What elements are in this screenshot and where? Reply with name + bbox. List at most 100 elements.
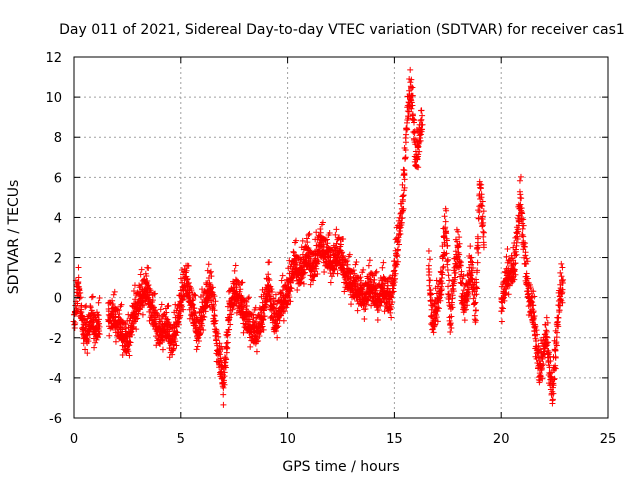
data-point-marker [311, 251, 318, 258]
data-point-marker [527, 284, 534, 291]
data-point-marker [557, 269, 564, 276]
data-point-marker [287, 288, 294, 295]
data-point-marker [157, 340, 164, 347]
data-point-marker [149, 303, 156, 310]
data-point-marker [498, 308, 505, 315]
axis-ticks [73, 56, 609, 419]
data-point-marker [530, 308, 537, 315]
data-point-marker [280, 317, 287, 324]
data-point-marker [415, 143, 422, 150]
data-point-marker [246, 294, 253, 301]
data-point-marker [443, 207, 450, 214]
data-point-marker [172, 338, 179, 345]
data-point-marker [282, 282, 289, 289]
data-point-marker [451, 280, 458, 287]
data-point-marker [186, 294, 193, 301]
data-point-marker [145, 264, 152, 271]
data-point-marker [454, 244, 461, 251]
data-point-marker [299, 274, 306, 281]
data-point-marker [236, 288, 243, 295]
data-point-marker [511, 266, 518, 273]
data-point-marker [95, 299, 102, 306]
data-point-marker [211, 307, 218, 314]
data-point-marker [238, 303, 245, 310]
data-point-marker [471, 300, 478, 307]
data-point-marker [479, 198, 486, 205]
data-point-marker [540, 361, 547, 368]
data-point-marker [559, 279, 566, 286]
data-point-marker [165, 302, 172, 309]
data-point-marker [132, 316, 139, 323]
data-point-marker [185, 279, 192, 286]
data-point-marker [415, 164, 422, 171]
data-point-marker [530, 288, 537, 295]
data-point-marker [238, 279, 245, 286]
data-point-marker [197, 330, 204, 337]
data-point-marker [360, 266, 367, 273]
data-point-marker [190, 296, 197, 303]
data-point-marker [263, 304, 270, 311]
data-point-marker [278, 277, 285, 284]
data-point-marker [185, 262, 192, 269]
data-point-marker [195, 338, 202, 345]
y-tick-label: -6 [49, 412, 62, 427]
data-point-marker [480, 233, 487, 240]
data-point-marker [459, 275, 466, 282]
data-point-marker [287, 298, 294, 305]
data-point-marker [317, 229, 324, 236]
data-point-marker [417, 137, 424, 144]
data-point-marker [313, 265, 320, 272]
data-point-marker [444, 266, 451, 273]
data-point-marker [457, 259, 464, 266]
data-point-marker [544, 342, 551, 349]
data-point-marker [524, 258, 531, 265]
data-point-marker [95, 320, 102, 327]
data-point-marker [439, 255, 446, 262]
data-point-marker [411, 117, 418, 124]
data-point-marker [518, 195, 525, 202]
y-tick-label: 12 [45, 51, 62, 66]
data-point-marker [393, 261, 400, 268]
data-point-marker [259, 323, 266, 330]
data-point-marker [440, 263, 447, 270]
data-point-marker [552, 365, 559, 372]
data-point-marker [539, 355, 546, 362]
data-point-marker [209, 284, 216, 291]
data-point-marker [400, 166, 407, 173]
data-point-marker [275, 323, 282, 330]
data-point-marker [474, 267, 481, 274]
data-point-marker [137, 306, 144, 313]
data-point-marker [351, 270, 358, 277]
data-point-marker [388, 314, 395, 321]
data-point-marker [128, 331, 135, 338]
data-point-marker [151, 291, 158, 298]
data-point-marker [406, 108, 413, 115]
data-point-marker [149, 297, 156, 304]
data-point-marker [73, 305, 80, 312]
data-point-marker [427, 298, 434, 305]
data-point-marker [472, 317, 479, 324]
data-point-marker [522, 240, 529, 247]
data-point-marker [427, 291, 434, 298]
data-point-marker [502, 290, 509, 297]
data-point-marker [475, 244, 482, 251]
data-point-marker [110, 291, 117, 298]
data-point-marker [127, 339, 134, 346]
data-point-marker [84, 350, 91, 357]
data-point-marker [468, 275, 475, 282]
data-point-marker [448, 301, 455, 308]
data-point-marker [525, 290, 532, 297]
data-point-marker [253, 338, 260, 345]
data-point-marker [439, 264, 446, 271]
data-point-marker [475, 215, 482, 222]
data-point-marker [263, 298, 270, 305]
data-point-marker [173, 342, 180, 349]
data-point-marker [92, 339, 99, 346]
data-point-marker [480, 219, 487, 226]
data-point-marker [218, 357, 225, 364]
data-point-marker [274, 334, 281, 341]
data-point-marker [327, 279, 334, 286]
data-point-marker [86, 331, 93, 338]
data-point-marker [250, 315, 257, 322]
